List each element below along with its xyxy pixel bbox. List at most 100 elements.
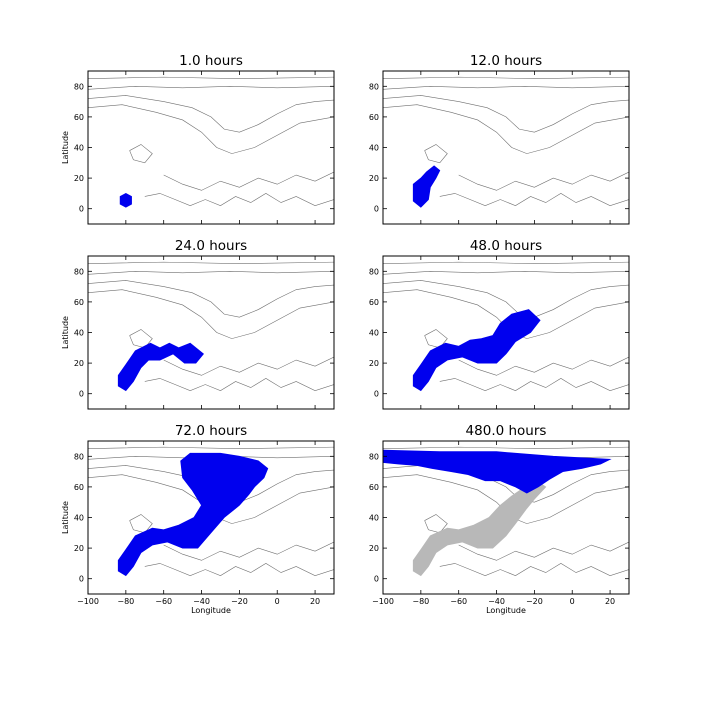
y-tick-label: 0 [79,575,84,584]
y-tick-label: 40 [369,514,379,523]
x-tick-label: 0 [275,597,280,606]
y-tick-label: 0 [374,205,379,214]
contour-line [458,356,629,376]
y-tick-label: 80 [74,82,84,91]
y-tick-label: 60 [74,298,84,307]
contour-line [88,95,334,133]
contour-line [144,563,334,576]
y-tick-label: 20 [74,359,84,368]
contour-line [458,171,629,191]
x-axis-label: Longitude [486,606,526,615]
x-tick-label: −100 [372,597,394,606]
plot-area [88,261,334,392]
y-tick-label: 60 [74,113,84,122]
y-axis-label: Latitude [61,316,70,349]
y-tick-label: 40 [74,329,84,338]
x-tick-label: −40 [488,597,505,606]
contour-line [424,514,448,534]
contour-line [383,85,629,90]
contour-line [424,144,448,164]
y-tick-label: 80 [369,82,379,91]
y-tick-label: 60 [369,298,379,307]
contour-line [458,541,629,561]
panel-title: 72.0 hours [175,423,247,439]
contour-line [163,541,334,561]
x-tick-label: −20 [526,597,543,606]
plot-area [383,446,629,577]
y-tick-label: 60 [369,483,379,492]
x-tick-label: −100 [77,597,99,606]
y-tick-label: 40 [369,329,379,338]
contour-line [88,85,334,90]
contour-line [424,329,448,349]
panel-1: 1.0 hours 0 20 40 60 80 Latitude [61,53,335,225]
plot-area [88,446,334,577]
panel-3: 24.0 hours 0 20 40 60 80 Latitude [61,238,335,410]
y-tick-label: 80 [369,452,379,461]
panel-4: 48.0 hours 0 20 40 60 80 [369,238,630,410]
contour-line [144,193,334,206]
panel-title: 24.0 hours [175,238,247,254]
y-tick-label: 0 [79,390,84,399]
contour-line [439,193,629,206]
contour-line [163,356,334,376]
y-tick-label: 0 [79,205,84,214]
y-tick-label: 0 [374,575,379,584]
y-tick-label: 80 [74,452,84,461]
y-tick-label: 40 [74,144,84,153]
y-tick-label: 20 [369,544,379,553]
x-tick-label: 0 [570,597,575,606]
plot-area [383,261,629,392]
contour-line [383,446,629,449]
contour-line [129,514,153,534]
region-area-1 [412,478,547,577]
x-tick-label: −60 [450,597,467,606]
contour-line [88,289,334,339]
y-tick-label: 20 [74,174,84,183]
panel-2: 12.0 hours 0 20 40 60 80 [369,53,630,225]
contour-line [88,270,334,275]
contour-line [383,95,629,133]
contour-line [88,76,334,79]
x-tick-label: 20 [605,597,615,606]
x-tick-label: 20 [310,597,320,606]
contour-line [383,76,629,79]
plot-area [383,76,629,208]
contour-line [383,280,629,318]
x-tick-label: −20 [231,597,248,606]
contour-line [88,104,334,154]
contour-line [144,378,334,391]
contour-line [383,261,629,264]
x-tick-label: −80 [117,597,134,606]
contour-line [88,446,334,449]
contour-line [439,378,629,391]
contour-line [383,270,629,275]
y-tick-label: 20 [74,544,84,553]
x-tick-label: −40 [193,597,210,606]
plot-area [88,76,334,208]
region-area-1 [412,165,441,208]
y-tick-label: 40 [74,514,84,523]
region-area-1 [119,192,132,208]
y-tick-label: 80 [369,267,379,276]
region-area-1 [117,342,204,392]
y-tick-label: 60 [74,483,84,492]
x-tick-label: −60 [155,597,172,606]
y-tick-label: 0 [374,390,379,399]
panel-title: 48.0 hours [470,238,542,254]
y-tick-label: 60 [369,113,379,122]
region-area-1 [412,309,541,392]
panel-6: 480.0 hours 0 20 40 60 80 −100 −80 −60 −40 −20 0 20 L… [369,423,630,615]
y-tick-label: 20 [369,174,379,183]
contour-line [163,171,334,191]
contour-line [88,261,334,264]
contour-line [439,563,629,576]
panel-5: 72.0 hours 0 20 40 60 80 −100 −80 −60 −40 −20 0 20 La… [61,423,335,615]
x-axis-label: Longitude [191,606,231,615]
region-area-2 [383,449,612,494]
region-area-1 [117,452,269,577]
y-tick-label: 40 [369,144,379,153]
contour-line [383,104,629,154]
